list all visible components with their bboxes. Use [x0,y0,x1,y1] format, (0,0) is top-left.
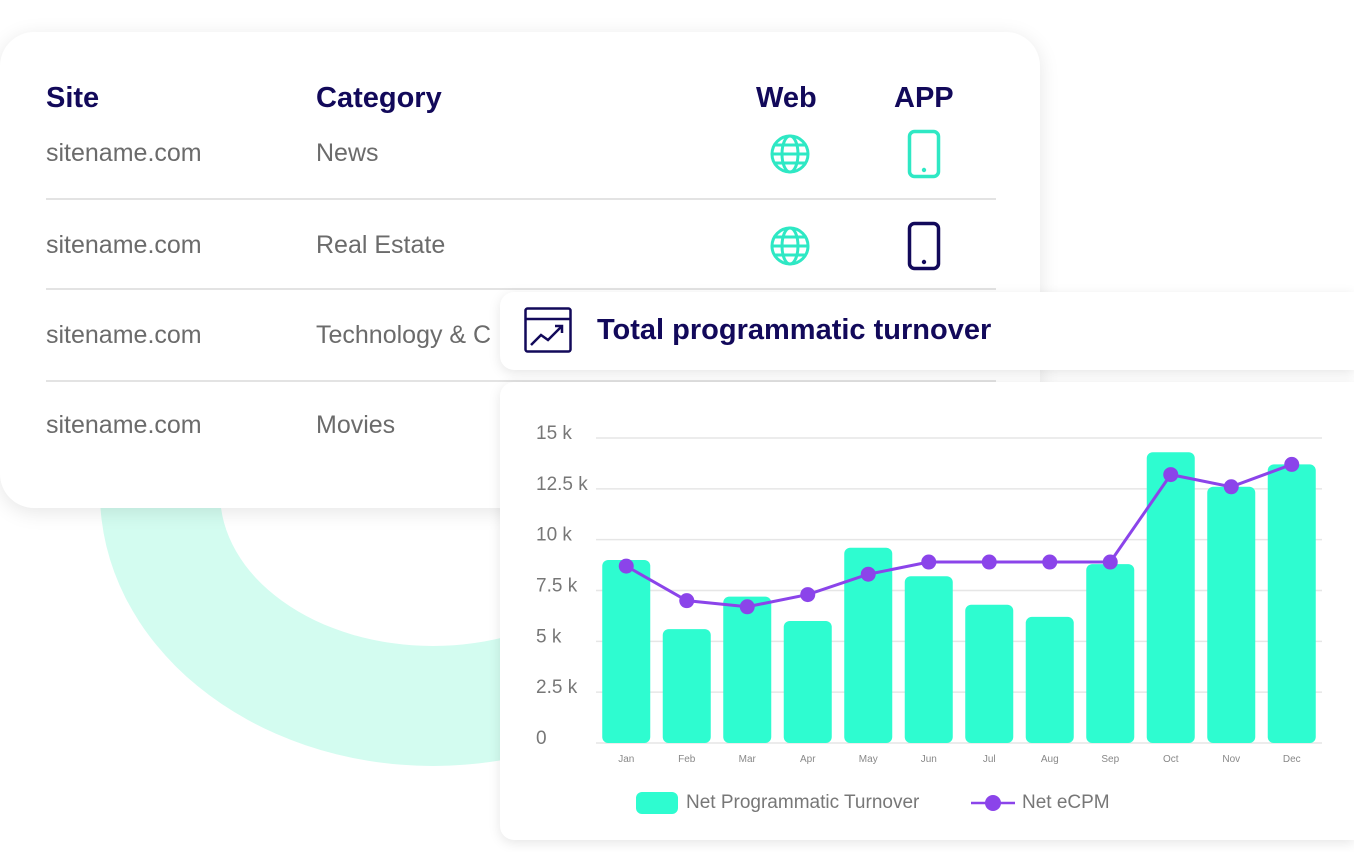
globe-icon [770,134,810,174]
bar [1207,486,1256,743]
row-divider [46,198,996,200]
site-cell: sitename.com [46,321,202,349]
legend-item-turnover[interactable]: Net Programmatic Turnover [636,792,919,814]
x-tick-label: Sep [1101,754,1119,765]
legend-swatch-line [971,795,1015,811]
row-divider [46,380,996,382]
y-tick-label: 5 k [536,626,562,647]
ecpm-point [860,566,876,582]
x-tick-label: Jan [618,754,634,765]
bar [783,621,832,743]
row-divider [46,288,996,290]
bar [1146,452,1195,743]
header-app: APP [894,82,954,114]
table-row[interactable]: sitename.com Real Estate [0,200,1040,290]
trending-up-chart-icon [524,307,572,353]
bar [602,560,651,743]
legend-label: Net eCPM [1022,792,1110,813]
turnover-chart: 0 2.5 k 5 k 7.5 k 10 k 12.5 k 15 k Jan Feb Mar Apr… [536,423,1322,765]
x-tick-label: Oct [1163,754,1179,765]
ecpm-point [618,558,634,574]
site-cell: sitename.com [46,231,202,259]
ecpm-point [1042,554,1058,570]
ecpm-point [800,587,816,603]
ecpm-point [1223,479,1239,495]
table-row[interactable]: sitename.com News [0,108,1040,198]
category-cell: Technology & C [316,321,492,349]
x-tick-label: Apr [800,754,816,765]
legend-label: Net Programmatic Turnover [686,792,920,813]
table-row[interactable]: sitename.com Technology & C [0,290,1040,380]
chart-title: Total programmatic turnover [597,314,992,346]
bar [904,576,953,743]
bar [662,629,711,743]
ecpm-line [625,463,1293,609]
x-tick-label: May [859,754,878,765]
bar [1267,464,1316,743]
bar [844,547,893,743]
y-tick-label: 0 [536,728,547,749]
x-tick-label: Jun [921,754,937,765]
ecpm-point [981,554,997,570]
ecpm-point [679,593,695,609]
bar [1086,564,1135,743]
x-tick-label: Aug [1041,754,1059,765]
smartphone-icon [907,129,941,179]
y-tick-label: 10 k [536,525,572,546]
x-tick-label: Feb [678,754,696,765]
chart-title-bar: Total programmatic turnover [500,292,1354,370]
x-tick-label: Mar [739,754,757,765]
site-cell: sitename.com [46,139,202,167]
category-cell: News [316,139,379,167]
bar [965,604,1014,743]
smartphone-icon [907,221,941,271]
table-row[interactable]: sitename.com Movies [0,382,1040,472]
header-web: Web [756,82,817,114]
bar [1025,616,1074,743]
x-tick-label: Nov [1222,754,1240,765]
header-category: Category [316,82,442,114]
y-tick-label: 15 k [536,423,572,444]
globe-icon [770,226,810,266]
header-site: Site [46,82,100,114]
ecpm-point [921,554,937,570]
legend-swatch-bar [636,792,678,814]
category-cell: Real Estate [316,231,446,259]
y-tick-label: 2.5 k [536,677,578,698]
ecpm-point [1163,467,1179,483]
ecpm-point [739,599,755,615]
x-tick-label: Jul [983,754,996,765]
chart-panel: 0 2.5 k 5 k 7.5 k 10 k 12.5 k 15 k Jan Feb Mar Apr… [500,382,1354,840]
ecpm-point [1284,456,1300,472]
ecpm-point [1102,554,1118,570]
site-cell: sitename.com [46,411,202,439]
bar [723,596,772,743]
x-tick-label: Dec [1283,754,1301,765]
y-tick-label: 7.5 k [536,576,578,597]
category-cell: Movies [316,411,396,439]
y-tick-label: 12.5 k [536,474,588,495]
legend-item-ecpm[interactable]: Net eCPM [970,792,1110,814]
